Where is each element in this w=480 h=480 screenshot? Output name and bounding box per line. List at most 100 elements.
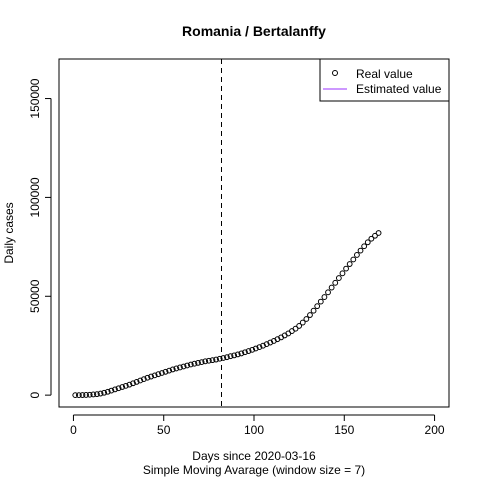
data-point — [126, 381, 133, 388]
data-point — [119, 384, 126, 390]
data-point — [159, 370, 165, 376]
y-tick-label: 100000 — [28, 177, 42, 217]
data-point — [292, 325, 299, 332]
data-point — [75, 392, 82, 399]
data-point — [72, 392, 79, 399]
plot-area — [58, 58, 450, 408]
data-point — [357, 247, 364, 254]
data-point — [260, 342, 266, 349]
legend-estimated-label: Estimated value — [356, 82, 442, 96]
data-point — [317, 298, 324, 305]
data-point — [299, 319, 306, 326]
data-point — [350, 256, 357, 263]
data-point — [310, 307, 317, 314]
data-point — [343, 265, 349, 272]
data-point — [307, 312, 313, 318]
data-point — [231, 352, 238, 359]
data-point — [361, 243, 368, 250]
data-point — [112, 386, 118, 393]
legend: Real value Estimated value — [319, 58, 450, 102]
data-point — [354, 252, 360, 258]
chart-title: Romania / Bertalanffy — [182, 23, 326, 39]
y-axis-label: Daily cases — [2, 202, 16, 263]
data-point — [104, 388, 111, 395]
data-point — [249, 346, 256, 353]
x-tick-label: 150 — [334, 423, 354, 437]
y-tick-label: 50000 — [28, 279, 42, 313]
data-point — [375, 230, 382, 236]
data-point — [202, 358, 209, 365]
x-tick-label: 200 — [425, 423, 445, 437]
data-point — [242, 349, 248, 356]
data-point — [195, 360, 201, 366]
data-point — [122, 382, 129, 389]
data-point — [238, 350, 245, 357]
data-point — [224, 354, 230, 361]
data-point — [155, 371, 162, 378]
data-point — [252, 345, 259, 352]
data-point — [180, 363, 187, 370]
data-point — [191, 360, 198, 367]
data-point — [94, 391, 100, 398]
data-point — [234, 351, 241, 358]
data-point — [137, 377, 144, 384]
y-tick-label: 150000 — [28, 78, 42, 118]
legend-real-label: Real value — [356, 67, 413, 81]
data-point — [372, 232, 378, 239]
x-axis-label: Days since 2020-03-16 — [192, 449, 316, 463]
data-point — [187, 361, 194, 368]
data-point — [144, 374, 151, 381]
data-point — [209, 357, 216, 364]
data-point — [130, 380, 136, 387]
data-point — [205, 357, 212, 364]
data-point — [115, 385, 122, 392]
data-point — [216, 355, 223, 362]
data-point — [256, 344, 263, 350]
data-point — [339, 270, 346, 277]
data-point — [335, 275, 342, 281]
data-point — [213, 356, 219, 363]
data-point — [140, 376, 147, 383]
y-axis: 0 50000 100000 150000 — [28, 78, 52, 398]
data-point — [90, 391, 97, 398]
data-point — [368, 235, 375, 242]
data-point — [97, 390, 104, 397]
x-tick-label: 50 — [157, 423, 171, 437]
y-tick-label: 0 — [28, 391, 42, 398]
data-point — [184, 362, 191, 369]
data-point — [133, 378, 140, 385]
data-point — [173, 365, 180, 372]
data-point — [227, 353, 234, 360]
data-point — [169, 366, 176, 373]
x-axis-subtitle: Simple Moving Avarage (window size = 7) — [143, 463, 365, 477]
data-point — [220, 355, 227, 361]
data-point — [101, 389, 108, 396]
data-points — [72, 230, 382, 399]
data-point — [198, 359, 205, 366]
data-point — [303, 316, 310, 322]
x-tick-label: 100 — [244, 423, 264, 437]
x-axis: 0 50 100 150 200 — [70, 414, 445, 437]
data-point — [332, 279, 339, 286]
data-point — [162, 368, 169, 375]
data-point — [267, 339, 274, 346]
data-point — [296, 323, 303, 329]
data-point — [364, 239, 371, 246]
data-point — [79, 392, 86, 398]
legend-box — [319, 58, 450, 102]
data-point — [325, 289, 331, 296]
data-point — [86, 391, 93, 398]
data-point — [148, 373, 154, 380]
data-point — [328, 284, 335, 291]
data-point — [346, 261, 353, 267]
data-point — [108, 387, 115, 394]
data-point — [314, 303, 321, 310]
data-point — [321, 294, 328, 300]
data-point — [245, 348, 252, 354]
x-tick-label: 0 — [70, 423, 77, 437]
data-point — [151, 372, 158, 379]
data-point — [166, 367, 173, 374]
data-point — [177, 364, 183, 371]
legend-real-marker — [332, 70, 338, 76]
